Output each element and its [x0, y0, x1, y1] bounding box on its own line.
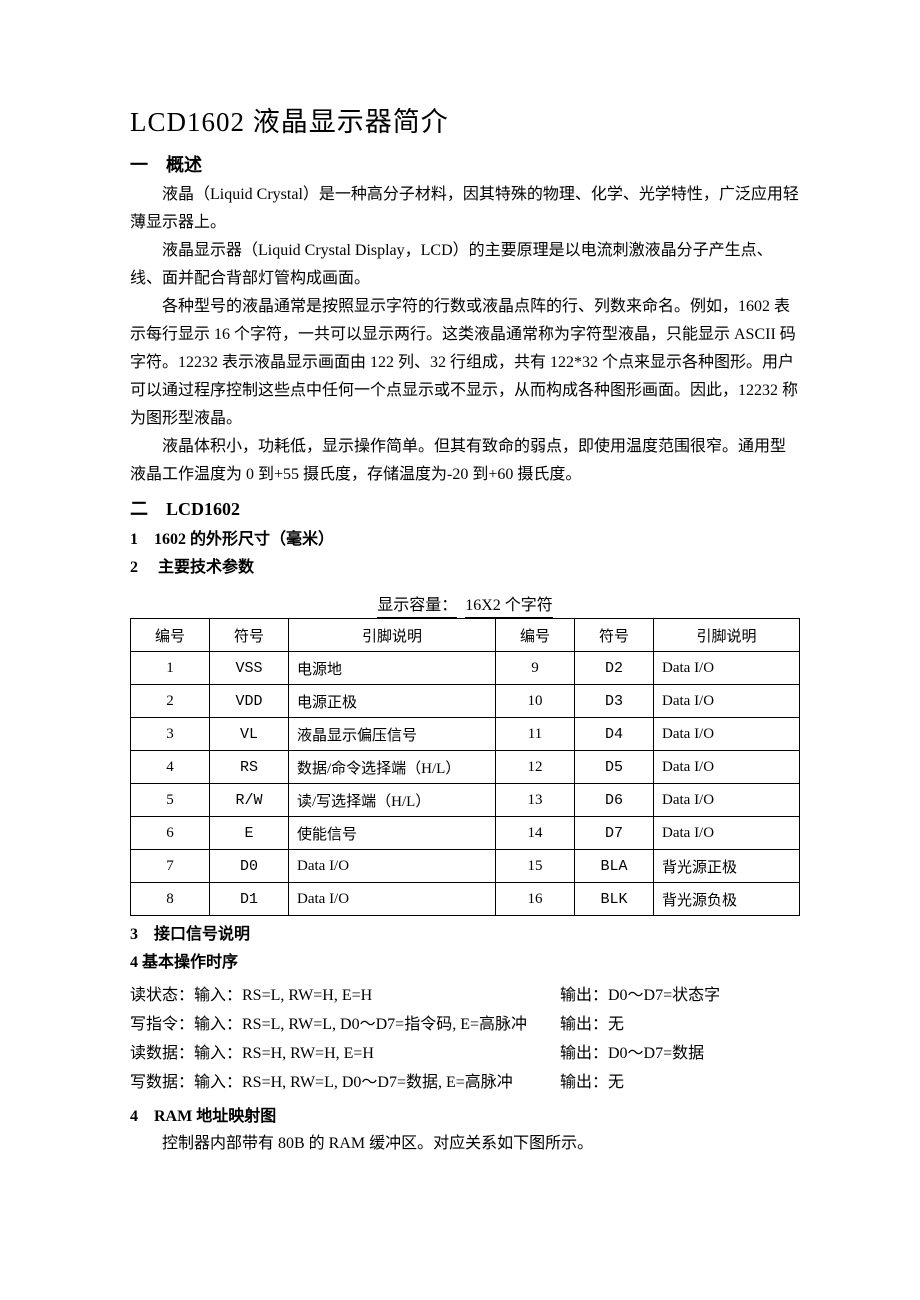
cell-num: 2 — [131, 685, 210, 718]
spec-label: 显示容量： — [377, 595, 457, 618]
paragraph-text: 各种型号的液晶通常是按照显示字符的行数或液晶点阵的行、列数来命名。例如，1602… — [130, 298, 798, 427]
timing-row: 写指令：输入：RS=L, RW=L, D0～D7=指令码, E=高脉冲输出：无 — [130, 1011, 800, 1040]
cell-num: 4 — [131, 751, 210, 784]
cell-sym: D7 — [575, 817, 654, 850]
paragraph: 液晶（Liquid Crystal）是一种高分子材料，因其特殊的物理、化学、光学… — [130, 181, 800, 237]
cell-sym: D6 — [575, 784, 654, 817]
paragraph: 液晶体积小，功耗低，显示操作简单。但其有致命的弱点，即使用温度范围很窄。通用型液… — [130, 433, 800, 489]
cell-sym: BLK — [575, 883, 654, 916]
table-row: 7D0Data I/O15BLA背光源正极 — [131, 850, 800, 883]
cell-sym: VL — [210, 718, 289, 751]
timing-output: 输出：D0～D7=数据 — [560, 1040, 704, 1069]
subheading-dimensions: 1 1602 的外形尺寸（毫米） — [130, 525, 800, 549]
cell-num: 6 — [131, 817, 210, 850]
table-row: 3VL液晶显示偏压信号11D4Data I/O — [131, 718, 800, 751]
cell-desc: Data I/O — [289, 850, 496, 883]
cell-num: 10 — [496, 685, 575, 718]
paragraph: 控制器内部带有 80B 的 RAM 缓冲区。对应关系如下图所示。 — [130, 1130, 800, 1158]
cell-num: 16 — [496, 883, 575, 916]
th-num: 编号 — [131, 619, 210, 652]
cell-desc: 电源正极 — [289, 685, 496, 718]
cell-sym: D1 — [210, 883, 289, 916]
subheading-specs: 2 主要技术参数 — [130, 553, 800, 577]
cell-num: 12 — [496, 751, 575, 784]
cell-desc: Data I/O — [654, 652, 800, 685]
cell-sym: VSS — [210, 652, 289, 685]
cell-num: 14 — [496, 817, 575, 850]
th-desc: 引脚说明 — [654, 619, 800, 652]
cell-num: 11 — [496, 718, 575, 751]
pin-table: 编号 符号 引脚说明 编号 符号 引脚说明 1VSS电源地9D2Data I/O… — [130, 618, 800, 916]
cell-sym: D2 — [575, 652, 654, 685]
timing-output: 输出：D0～D7=状态字 — [560, 982, 720, 1011]
timing-output: 输出：无 — [560, 1011, 624, 1040]
th-num: 编号 — [496, 619, 575, 652]
cell-desc: 数据/命令选择端（H/L） — [289, 751, 496, 784]
document-page: LCD1602 液晶显示器简介 一 概述 液晶（Liquid Crystal）是… — [0, 0, 920, 1238]
cell-desc: 读/写选择端（H/L） — [289, 784, 496, 817]
timing-output: 输出：无 — [560, 1069, 624, 1098]
cell-sym: D5 — [575, 751, 654, 784]
table-row: 2VDD电源正极10D3Data I/O — [131, 685, 800, 718]
cell-sym: RS — [210, 751, 289, 784]
paragraph: 液晶显示器（Liquid Crystal Display，LCD）的主要原理是以… — [130, 237, 800, 293]
cell-desc: Data I/O — [289, 883, 496, 916]
timing-row: 写数据：输入：RS=H, RW=L, D0～D7=数据, E=高脉冲输出：无 — [130, 1069, 800, 1098]
cell-desc: Data I/O — [654, 685, 800, 718]
cell-num: 13 — [496, 784, 575, 817]
cell-num: 9 — [496, 652, 575, 685]
cell-num: 7 — [131, 850, 210, 883]
timing-input: 读数据：输入：RS=H, RW=H, E=H — [130, 1040, 560, 1069]
subheading-timing: 4 基本操作时序 — [130, 948, 800, 972]
table-row: 5R/W读/写选择端（H/L）13D6Data I/O — [131, 784, 800, 817]
cell-desc: Data I/O — [654, 751, 800, 784]
table-header-row: 编号 符号 引脚说明 编号 符号 引脚说明 — [131, 619, 800, 652]
th-sym: 符号 — [575, 619, 654, 652]
section-heading-lcd1602: 二 LCD1602 — [130, 495, 800, 521]
cell-sym: BLA — [575, 850, 654, 883]
cell-desc: 背光源正极 — [654, 850, 800, 883]
cell-desc: Data I/O — [654, 817, 800, 850]
cell-sym: D3 — [575, 685, 654, 718]
timing-row: 读数据：输入：RS=H, RW=H, E=H输出：D0～D7=数据 — [130, 1040, 800, 1069]
table-row: 4RS数据/命令选择端（H/L）12D5Data I/O — [131, 751, 800, 784]
document-title: LCD1602 液晶显示器简介 — [130, 100, 800, 139]
timing-row: 读状态：输入：RS=L, RW=H, E=H输出：D0～D7=状态字 — [130, 982, 800, 1011]
cell-sym: D4 — [575, 718, 654, 751]
cell-sym: E — [210, 817, 289, 850]
cell-num: 15 — [496, 850, 575, 883]
cell-desc: 液晶显示偏压信号 — [289, 718, 496, 751]
table-row: 6E使能信号14D7Data I/O — [131, 817, 800, 850]
timing-input: 写数据：输入：RS=H, RW=L, D0～D7=数据, E=高脉冲 — [130, 1069, 560, 1098]
spec-capacity-row: 显示容量： 16X2 个字符 — [130, 595, 800, 618]
cell-desc: 背光源负极 — [654, 883, 800, 916]
cell-desc: Data I/O — [654, 718, 800, 751]
cell-sym: R/W — [210, 784, 289, 817]
section-heading-overview: 一 概述 — [130, 151, 800, 177]
cell-desc: 电源地 — [289, 652, 496, 685]
cell-sym: D0 — [210, 850, 289, 883]
cell-num: 1 — [131, 652, 210, 685]
spec-value: 16X2 个字符 — [465, 595, 553, 618]
cell-num: 5 — [131, 784, 210, 817]
subheading-ram: 4 RAM 地址映射图 — [130, 1102, 800, 1126]
table-row: 8D1Data I/O16BLK背光源负极 — [131, 883, 800, 916]
timing-input: 读状态：输入：RS=L, RW=H, E=H — [130, 982, 560, 1011]
timing-block: 读状态：输入：RS=L, RW=H, E=H输出：D0～D7=状态字写指令：输入… — [130, 982, 800, 1097]
cell-desc: Data I/O — [654, 784, 800, 817]
cell-sym: VDD — [210, 685, 289, 718]
subheading-interface: 3 接口信号说明 — [130, 920, 800, 944]
cell-num: 3 — [131, 718, 210, 751]
cell-num: 8 — [131, 883, 210, 916]
table-row: 1VSS电源地9D2Data I/O — [131, 652, 800, 685]
th-sym: 符号 — [210, 619, 289, 652]
timing-input: 写指令：输入：RS=L, RW=L, D0～D7=指令码, E=高脉冲 — [130, 1011, 560, 1040]
paragraph: 各种型号的液晶通常是按照显示字符的行数或液晶点阵的行、列数来命名。例如，1602… — [130, 293, 800, 433]
cell-desc: 使能信号 — [289, 817, 496, 850]
th-desc: 引脚说明 — [289, 619, 496, 652]
